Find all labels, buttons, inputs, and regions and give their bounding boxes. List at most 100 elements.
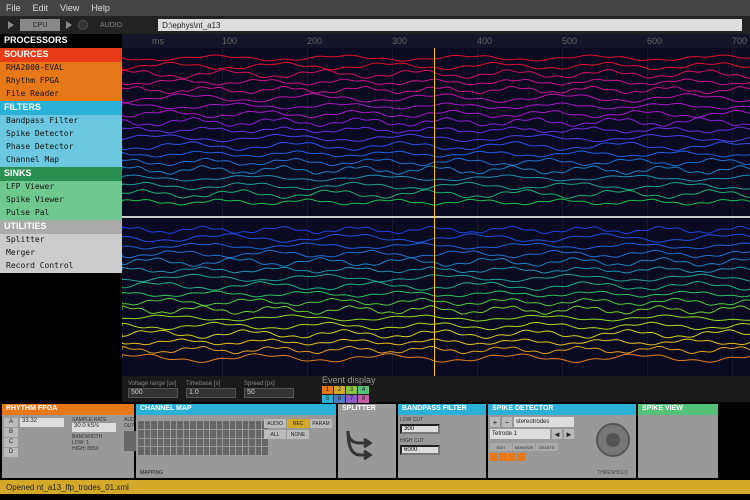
channel-cell[interactable]: [256, 430, 262, 438]
channel-cell[interactable]: [204, 439, 210, 447]
spike-electrode-select[interactable]: Tetrode 1: [490, 429, 550, 439]
channel-cell[interactable]: [151, 439, 157, 447]
chmap-all-button[interactable]: ALL: [264, 430, 286, 439]
channel-cell[interactable]: [223, 439, 229, 447]
sidebar-item-splitter[interactable]: Splitter: [0, 234, 122, 247]
channel-cell[interactable]: [158, 439, 164, 447]
channel-cell[interactable]: [249, 439, 255, 447]
channel-cell[interactable]: [164, 447, 170, 455]
channel-cell[interactable]: [164, 439, 170, 447]
event-cell[interactable]: 6: [334, 395, 345, 403]
channel-cell[interactable]: [249, 447, 255, 455]
record-button[interactable]: [78, 20, 88, 30]
sidebar-item-channel-map[interactable]: Channel Map: [0, 154, 122, 167]
channel-cell[interactable]: [190, 430, 196, 438]
channel-cell[interactable]: [243, 430, 249, 438]
channel-cell[interactable]: [217, 439, 223, 447]
event-cell[interactable]: 3: [346, 386, 357, 394]
channel-cell[interactable]: [145, 447, 151, 455]
channel-cell[interactable]: [177, 421, 183, 429]
channel-cell[interactable]: [151, 421, 157, 429]
channel-cell[interactable]: [197, 447, 203, 455]
sidebar-item-spike-viewer[interactable]: Spike Viewer: [0, 194, 122, 207]
spike-next-button[interactable]: ►: [564, 429, 574, 439]
channel-cell[interactable]: [184, 439, 190, 447]
channel-cell[interactable]: [230, 421, 236, 429]
headstage-A[interactable]: A: [4, 418, 18, 427]
channel-cell[interactable]: [190, 447, 196, 455]
chmap-none-button[interactable]: NONE: [287, 430, 309, 439]
channel-cell[interactable]: [164, 421, 170, 429]
signal-canvas[interactable]: [122, 48, 750, 376]
channel-cell[interactable]: [164, 430, 170, 438]
channel-cell[interactable]: [138, 421, 144, 429]
sidebar-item-merger[interactable]: Merger: [0, 247, 122, 260]
channel-cell[interactable]: [177, 439, 183, 447]
channel-cell[interactable]: [190, 421, 196, 429]
menu-file[interactable]: File: [6, 3, 21, 13]
channel-cell[interactable]: [230, 430, 236, 438]
sidebar-item-rhythm-fpga[interactable]: Rhythm FPGA: [0, 75, 122, 88]
play-button-2[interactable]: [66, 21, 72, 29]
channel-cell[interactable]: [217, 421, 223, 429]
channel-cell[interactable]: [171, 430, 177, 438]
menu-edit[interactable]: Edit: [33, 3, 49, 13]
sidebar-item-file-reader[interactable]: File Reader: [0, 88, 122, 101]
channel-cell[interactable]: [204, 447, 210, 455]
channel-cell[interactable]: [262, 439, 268, 447]
channel-cell[interactable]: [256, 439, 262, 447]
event-cell[interactable]: 5: [322, 395, 333, 403]
sidebar-item-bandpass-filter[interactable]: Bandpass Filter: [0, 115, 122, 128]
chmap-rec-button[interactable]: REC: [287, 419, 309, 428]
sample-rate-input[interactable]: 30.0 kS/s: [72, 423, 116, 432]
channel-cell[interactable]: [236, 421, 242, 429]
channel-cell[interactable]: [230, 447, 236, 455]
spike-add-button[interactable]: +: [490, 417, 500, 427]
spike-edit-button[interactable]: EDIT: [490, 443, 512, 451]
channel-cell[interactable]: [197, 430, 203, 438]
event-cell[interactable]: 4: [358, 386, 369, 394]
channel-cell[interactable]: [151, 447, 157, 455]
spike-monitor-button[interactable]: MONITOR: [513, 443, 535, 451]
channel-cell[interactable]: [210, 447, 216, 455]
channel-cell[interactable]: [210, 430, 216, 438]
channel-cell[interactable]: [256, 421, 262, 429]
sidebar-item-pulse-pal[interactable]: Pulse Pal: [0, 207, 122, 220]
channel-cell[interactable]: [171, 421, 177, 429]
channel-cell[interactable]: [138, 439, 144, 447]
threshold-knob[interactable]: [596, 423, 630, 457]
sidebar-item-rha2000-eval[interactable]: RHA2000-EVAL: [0, 62, 122, 75]
channel-cell[interactable]: [204, 421, 210, 429]
channel-cell[interactable]: [171, 447, 177, 455]
channel-cell[interactable]: [138, 430, 144, 438]
channel-cell[interactable]: [230, 439, 236, 447]
sidebar-item-spike-detector[interactable]: Spike Detector: [0, 128, 122, 141]
channel-cell[interactable]: [256, 447, 262, 455]
sidebar-item-record-control[interactable]: Record Control: [0, 260, 122, 273]
channel-cell[interactable]: [217, 430, 223, 438]
event-cell[interactable]: 1: [322, 386, 333, 394]
channel-cell[interactable]: [145, 421, 151, 429]
spike-remove-button[interactable]: −: [502, 417, 512, 427]
channel-cell[interactable]: [177, 430, 183, 438]
channel-cell[interactable]: [249, 430, 255, 438]
sidebar-item-phase-detector[interactable]: Phase Detector: [0, 141, 122, 154]
event-cell[interactable]: 7: [346, 395, 357, 403]
chmap-param-button[interactable]: PARAM: [310, 419, 332, 428]
channel-cell[interactable]: [262, 447, 268, 455]
channel-cell[interactable]: [145, 439, 151, 447]
channel-cell[interactable]: [243, 447, 249, 455]
path-input[interactable]: D:\ephys\nt_a13: [158, 19, 742, 31]
time-cursor[interactable]: [434, 48, 435, 376]
channel-cell[interactable]: [158, 430, 164, 438]
channel-cell[interactable]: [236, 447, 242, 455]
play-button[interactable]: [8, 21, 14, 29]
channel-cell[interactable]: [151, 430, 157, 438]
channel-cell[interactable]: [184, 430, 190, 438]
channel-cell[interactable]: [171, 439, 177, 447]
event-cell[interactable]: 2: [334, 386, 345, 394]
menu-help[interactable]: Help: [91, 3, 110, 13]
chmap-audio-button[interactable]: AUDIO: [264, 419, 286, 428]
channel-cell[interactable]: [217, 447, 223, 455]
channel-grid[interactable]: [138, 421, 268, 455]
